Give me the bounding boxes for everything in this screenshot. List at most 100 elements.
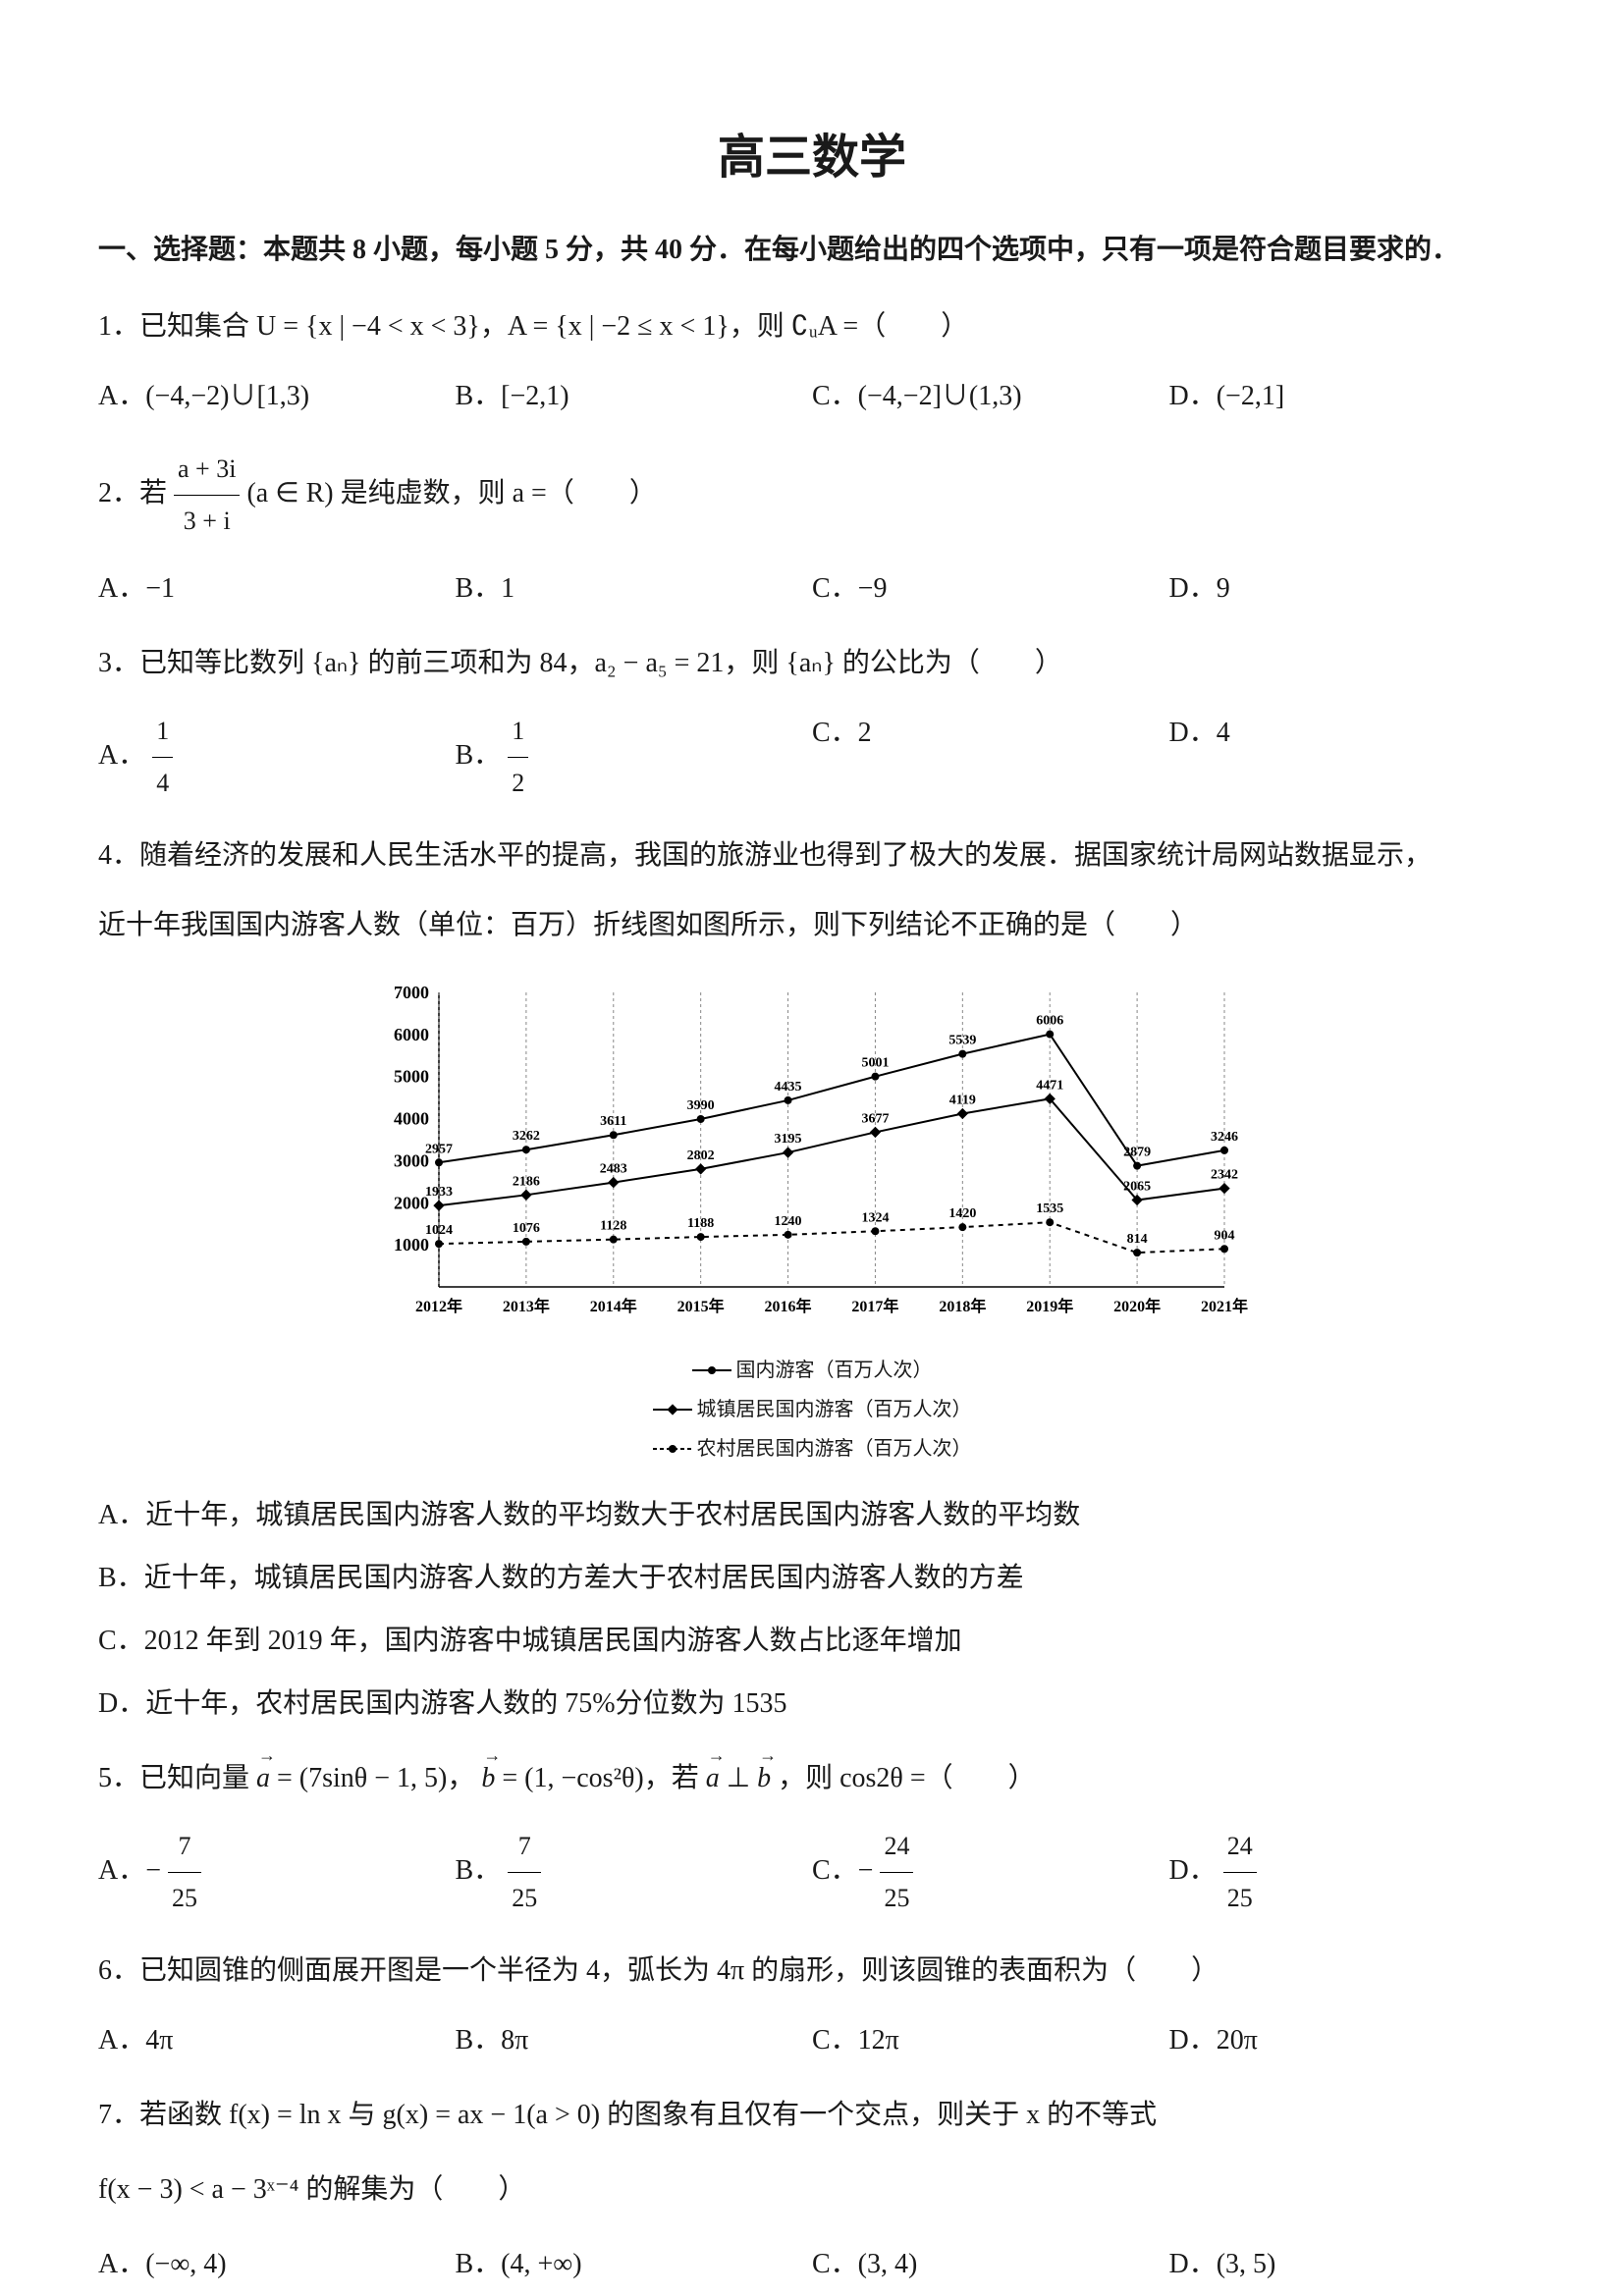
q6-option-d: D．20π <box>1169 2013 1527 2068</box>
q5c-prefix: C．− <box>812 1855 873 1886</box>
svg-text:2014年: 2014年 <box>590 1297 637 1315</box>
q5d-num: 24 <box>1223 1821 1257 1873</box>
svg-text:3262: 3262 <box>513 1130 540 1145</box>
chart-legend: 国内游客（百万人次） 城镇居民国内游客（百万人次） 农村居民国内游客（百万人次） <box>370 1351 1254 1468</box>
legend-text-1: 国内游客（百万人次） <box>736 1351 933 1390</box>
q5-mid3: ⊥ <box>727 1763 757 1793</box>
question-3: 3．已知等比数列 {aₙ} 的前三项和为 84，a₂ − a₅ = 21，则 {… <box>98 636 1526 809</box>
q5a-num: 7 <box>168 1821 201 1873</box>
q2-option-d: D．9 <box>1169 561 1527 616</box>
svg-text:1420: 1420 <box>948 1207 976 1222</box>
q1-option-a: A．(−4,−2)∪[1,3) <box>98 369 456 424</box>
q1-option-b: B．[−2,1) <box>456 369 813 424</box>
q3b-prefix: B． <box>456 740 502 771</box>
q6-option-a: A．4π <box>98 2013 456 2068</box>
svg-text:5000: 5000 <box>394 1067 429 1087</box>
svg-text:3195: 3195 <box>775 1132 802 1147</box>
q4-option-d: D．近十年，农村居民国内游客人数的 75%分位数为 1535 <box>98 1677 1526 1732</box>
q5-option-c: C．− 2425 <box>812 1821 1169 1924</box>
svg-text:2342: 2342 <box>1211 1168 1238 1183</box>
svg-text:3246: 3246 <box>1211 1130 1238 1145</box>
svg-text:1535: 1535 <box>1036 1202 1063 1217</box>
q5b-num: 7 <box>508 1821 541 1873</box>
q5d-prefix: D． <box>1169 1855 1217 1886</box>
q3-option-a: A． 1 4 <box>98 706 456 809</box>
q7-text2: f(x − 3) < a − 3ˣ⁻⁴ 的解集为（ ） <box>98 2163 1526 2217</box>
svg-text:2000: 2000 <box>394 1194 429 1213</box>
svg-text:4119: 4119 <box>949 1094 976 1108</box>
q5-option-d: D． 2425 <box>1169 1821 1527 1924</box>
svg-text:1024: 1024 <box>425 1224 453 1239</box>
svg-text:1076: 1076 <box>513 1221 540 1236</box>
q1-option-c: C．(−4,−2]∪(1,3) <box>812 369 1169 424</box>
q6-option-c: C．12π <box>812 2013 1169 2068</box>
q5-prefix: 5．已知向量 <box>98 1763 256 1793</box>
q3a-frac: 1 4 <box>152 706 173 809</box>
question-7: 7．若函数 f(x) = ln x 与 g(x) = ax − 1(a > 0)… <box>98 2088 1526 2292</box>
svg-text:3000: 3000 <box>394 1151 429 1171</box>
q4-text1: 4．随着经济的发展和人民生活水平的提高，我国的旅游业也得到了极大的发展．据国家统… <box>98 828 1526 883</box>
svg-text:904: 904 <box>1215 1229 1235 1244</box>
q3-option-c: C．2 <box>812 706 1169 809</box>
q1-text: 1．已知集合 U = {x | −4 < x < 3}，A = {x | −2 … <box>98 299 1526 354</box>
page-title: 高三数学 <box>98 118 1526 187</box>
svg-text:2021年: 2021年 <box>1201 1297 1248 1315</box>
q3-text: 3．已知等比数列 {aₙ} 的前三项和为 84，a₂ − a₅ = 21，则 {… <box>98 636 1526 691</box>
q3-option-d: D．4 <box>1169 706 1527 809</box>
q7-text1: 7．若函数 f(x) = ln x 与 g(x) = ax − 1(a > 0)… <box>98 2088 1526 2143</box>
q2-frac-num: a + 3i <box>174 444 240 496</box>
q4-option-c: C．2012 年到 2019 年，国内游客中城镇居民国内游客人数占比逐年增加 <box>98 1614 1526 1669</box>
q3a-den: 4 <box>152 758 173 809</box>
svg-text:2483: 2483 <box>600 1162 627 1177</box>
svg-text:2065: 2065 <box>1123 1180 1151 1195</box>
q5-option-a: A．− 725 <box>98 1821 456 1924</box>
svg-text:5539: 5539 <box>948 1034 976 1048</box>
svg-text:1324: 1324 <box>861 1211 889 1226</box>
q3b-num: 1 <box>508 706 528 758</box>
vec-b-2: b <box>757 1751 771 1806</box>
q1-option-d: D．(−2,1] <box>1169 369 1527 424</box>
svg-text:2020年: 2020年 <box>1113 1297 1161 1315</box>
svg-text:4471: 4471 <box>1036 1079 1063 1094</box>
svg-text:2879: 2879 <box>1123 1146 1151 1160</box>
q7-option-c: C．(3, 4) <box>812 2237 1169 2292</box>
svg-text:2018年: 2018年 <box>939 1297 986 1315</box>
q6-text: 6．已知圆锥的侧面展开图是一个半径为 4，弧长为 4π 的扇形，则该圆锥的表面积… <box>98 1944 1526 1999</box>
legend-row-1: 国内游客（百万人次） <box>692 1351 933 1390</box>
svg-text:1000: 1000 <box>394 1236 429 1255</box>
q7-option-b: B．(4, +∞) <box>456 2237 813 2292</box>
svg-text:2013年: 2013年 <box>503 1297 550 1315</box>
q5d-den: 25 <box>1223 1873 1257 1924</box>
svg-text:5001: 5001 <box>861 1056 889 1071</box>
question-2: 2．若 a + 3i 3 + i (a ∈ R) 是纯虚数，则 a =（ ） A… <box>98 444 1526 616</box>
svg-text:3677: 3677 <box>861 1112 889 1127</box>
q2-suffix: (a ∈ R) 是纯虚数，则 a =（ ） <box>246 478 656 508</box>
q5b-prefix: B． <box>456 1855 502 1886</box>
q3-option-b: B． 1 2 <box>456 706 813 809</box>
q5c-num: 24 <box>880 1821 913 1873</box>
q2-option-a: A．−1 <box>98 561 456 616</box>
svg-text:4000: 4000 <box>394 1109 429 1129</box>
q5-option-b: B． 725 <box>456 1821 813 1924</box>
q4-text2: 近十年我国国内游客人数（单位：百万）折线图如图所示，则下列结论不正确的是（ ） <box>98 898 1526 953</box>
line-chart-svg: 10002000300040005000600070002012年2013年20… <box>370 973 1254 1326</box>
svg-text:2186: 2186 <box>513 1175 540 1190</box>
svg-text:2802: 2802 <box>687 1148 715 1163</box>
q3a-prefix: A． <box>98 740 145 771</box>
legend-text-3: 农村居民国内游客（百万人次） <box>697 1429 972 1468</box>
q7-option-d: D．(3, 5) <box>1169 2237 1527 2292</box>
svg-text:4435: 4435 <box>775 1080 802 1095</box>
legend-row-2: 城镇居民国内游客（百万人次） <box>653 1390 972 1429</box>
svg-text:1188: 1188 <box>687 1216 714 1231</box>
q5-mid1: = (7sinθ − 1, 5)， <box>277 1763 474 1793</box>
q2-option-c: C．−9 <box>812 561 1169 616</box>
svg-text:2017年: 2017年 <box>851 1297 898 1315</box>
q6-option-b: B．8π <box>456 2013 813 2068</box>
svg-text:1933: 1933 <box>425 1186 453 1201</box>
legend-text-2: 城镇居民国内游客（百万人次） <box>697 1390 972 1429</box>
svg-text:814: 814 <box>1127 1233 1148 1248</box>
vec-a-2: a <box>706 1751 720 1806</box>
svg-text:2012年: 2012年 <box>415 1297 462 1315</box>
svg-text:2019年: 2019年 <box>1026 1297 1073 1315</box>
q5a-prefix: A．− <box>98 1855 161 1886</box>
